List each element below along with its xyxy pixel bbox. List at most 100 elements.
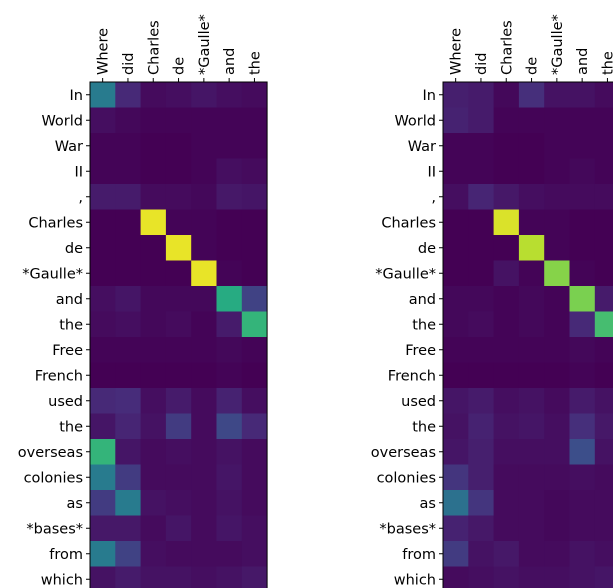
heatmap-cell bbox=[569, 515, 596, 542]
heatmap-cell bbox=[241, 260, 268, 287]
heatmap-panel-left: InWorldWarII,Charlesde*Gaulle*andtheFree… bbox=[18, 14, 268, 588]
heatmap-cell bbox=[594, 260, 613, 287]
heatmap-cell bbox=[443, 82, 469, 108]
heatmap-cell bbox=[90, 337, 116, 363]
heatmap-cell bbox=[90, 541, 116, 567]
y-tick-label: *bases* bbox=[379, 521, 436, 537]
heatmap-cell bbox=[468, 337, 494, 363]
y-tick-label: de bbox=[418, 241, 436, 257]
y-tick-label: overseas bbox=[18, 445, 83, 461]
heatmap-cell bbox=[443, 490, 469, 516]
heatmap-cell bbox=[443, 388, 469, 414]
heatmap-cell bbox=[518, 286, 545, 312]
heatmap-cell bbox=[216, 362, 243, 389]
heatmap-cell bbox=[569, 133, 596, 159]
heatmap-cell bbox=[594, 209, 613, 236]
heatmap-cell bbox=[518, 107, 545, 134]
y-tick-label: War bbox=[408, 139, 436, 155]
heatmap-cell bbox=[544, 286, 570, 312]
heatmap-cell bbox=[544, 515, 570, 542]
heatmap-cell bbox=[115, 82, 141, 108]
heatmap-cell bbox=[443, 439, 469, 465]
y-tick-label: used bbox=[401, 394, 436, 410]
heatmap-cell bbox=[518, 184, 545, 210]
heatmap-cell bbox=[241, 107, 268, 134]
heatmap-cell bbox=[518, 566, 545, 588]
heatmap-cell bbox=[115, 541, 141, 567]
heatmap-cell bbox=[140, 566, 167, 588]
heatmap-cell bbox=[594, 133, 613, 159]
heatmap-cell bbox=[518, 439, 545, 465]
heatmap-cell bbox=[191, 566, 217, 588]
heatmap-cell bbox=[165, 82, 192, 108]
heatmap-cell bbox=[594, 184, 613, 210]
heatmap-cell bbox=[191, 209, 217, 236]
heatmap-cell bbox=[90, 464, 116, 491]
heatmap-cell bbox=[140, 286, 167, 312]
x-tick-label: Where bbox=[96, 28, 112, 75]
heatmap-cell bbox=[165, 439, 192, 465]
heatmap-cell bbox=[191, 490, 217, 516]
heatmap-panel-right: InWorldWarII,Charlesde*Gaulle*andtheFree… bbox=[371, 14, 613, 588]
heatmap-cell bbox=[90, 82, 116, 108]
heatmap-cell bbox=[493, 82, 520, 108]
heatmap-cell bbox=[544, 439, 570, 465]
heatmap-cell bbox=[493, 133, 520, 159]
heatmap-cell bbox=[544, 184, 570, 210]
heatmap-cell bbox=[241, 413, 268, 440]
heatmap-cell bbox=[594, 388, 613, 414]
heatmap-cell bbox=[191, 413, 217, 440]
heatmap-cell bbox=[443, 362, 469, 389]
y-tick-label: as bbox=[420, 496, 436, 512]
heatmap-cell bbox=[493, 515, 520, 542]
heatmap-cell bbox=[569, 184, 596, 210]
heatmap-cell bbox=[115, 158, 141, 185]
heatmap-cell bbox=[443, 235, 469, 261]
heatmap-cell bbox=[115, 107, 141, 134]
heatmap-cell bbox=[468, 82, 494, 108]
y-tick-label: and bbox=[56, 292, 83, 308]
heatmap-cell bbox=[140, 515, 167, 542]
heatmap-cell bbox=[468, 566, 494, 588]
heatmap-cell bbox=[443, 133, 469, 159]
heatmap-cell bbox=[165, 515, 192, 542]
heatmap-cell bbox=[594, 464, 613, 491]
heatmap-cell bbox=[594, 515, 613, 542]
y-tick-label: as bbox=[67, 496, 83, 512]
x-tick-label: Where bbox=[449, 28, 465, 75]
heatmap-cell bbox=[241, 515, 268, 542]
heatmap-cell bbox=[90, 286, 116, 312]
heatmap-cell bbox=[140, 82, 167, 108]
y-tick-label: and bbox=[409, 292, 436, 308]
heatmap-cell bbox=[115, 235, 141, 261]
heatmap-cell bbox=[165, 158, 192, 185]
x-tick-label: did bbox=[121, 53, 137, 75]
heatmap-cell bbox=[468, 515, 494, 542]
y-tick-label: from bbox=[49, 547, 83, 563]
y-tick-label: used bbox=[48, 394, 83, 410]
heatmap-cell bbox=[518, 362, 545, 389]
heatmap-cell bbox=[544, 107, 570, 134]
heatmap-cell bbox=[544, 82, 570, 108]
heatmap-cell bbox=[544, 541, 570, 567]
heatmap-cell bbox=[544, 566, 570, 588]
heatmap-cell bbox=[518, 515, 545, 542]
heatmap-cell bbox=[165, 541, 192, 567]
heatmap-cell bbox=[165, 235, 192, 261]
heatmap-cell bbox=[191, 464, 217, 491]
heatmap-cell bbox=[216, 515, 243, 542]
heatmap-cell bbox=[216, 439, 243, 465]
heatmap-cell bbox=[544, 235, 570, 261]
heatmap-cell bbox=[90, 158, 116, 185]
heatmap-cell bbox=[165, 413, 192, 440]
heatmap-cell bbox=[468, 158, 494, 185]
heatmap-cell bbox=[90, 209, 116, 236]
heatmap-cell bbox=[216, 184, 243, 210]
heatmap-cell bbox=[216, 260, 243, 287]
heatmap-cell bbox=[518, 311, 545, 338]
heatmap-cell bbox=[569, 413, 596, 440]
y-tick-label: which bbox=[41, 572, 83, 588]
heatmap-cell bbox=[115, 439, 141, 465]
heatmap-cell bbox=[569, 566, 596, 588]
heatmap-cell bbox=[468, 413, 494, 440]
